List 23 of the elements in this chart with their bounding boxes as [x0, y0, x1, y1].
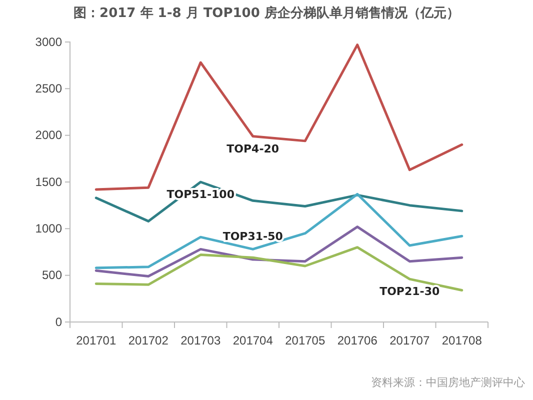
y-tick-label: 2000	[35, 128, 62, 142]
y-tick-label: 500	[42, 268, 62, 282]
x-tick-label: 201704	[232, 334, 274, 348]
x-tick-label: 201708	[442, 334, 482, 348]
line-series	[94, 180, 464, 222]
y-tick-label: 2500	[35, 82, 62, 96]
series-label: TOP31-50	[222, 230, 284, 244]
series-label: TOP21-30	[380, 285, 440, 298]
x-tick-label: 201706	[337, 334, 378, 348]
x-tick-label: 201703	[180, 334, 221, 348]
chart-title: 图：2017 年 1-8 月 TOP100 房企分梯队单月销售情况（亿元）	[74, 5, 460, 21]
x-tick-label: 201702	[128, 334, 169, 348]
text: 资料来源：中国房地产测评中心	[371, 376, 525, 389]
x-tick-label: 201707	[390, 334, 430, 348]
line-series	[94, 226, 464, 278]
y-tick-label: 3000	[35, 34, 62, 49]
line-series	[94, 44, 464, 191]
y-tick-label: 0	[55, 314, 62, 329]
x-tick-label: 201705	[285, 334, 326, 348]
y-tick-label: 1000	[35, 222, 62, 236]
series-label: TOP4-20	[226, 142, 280, 156]
y-tick-label: 1500	[35, 174, 62, 189]
x-tick-label: 201701	[76, 334, 116, 348]
